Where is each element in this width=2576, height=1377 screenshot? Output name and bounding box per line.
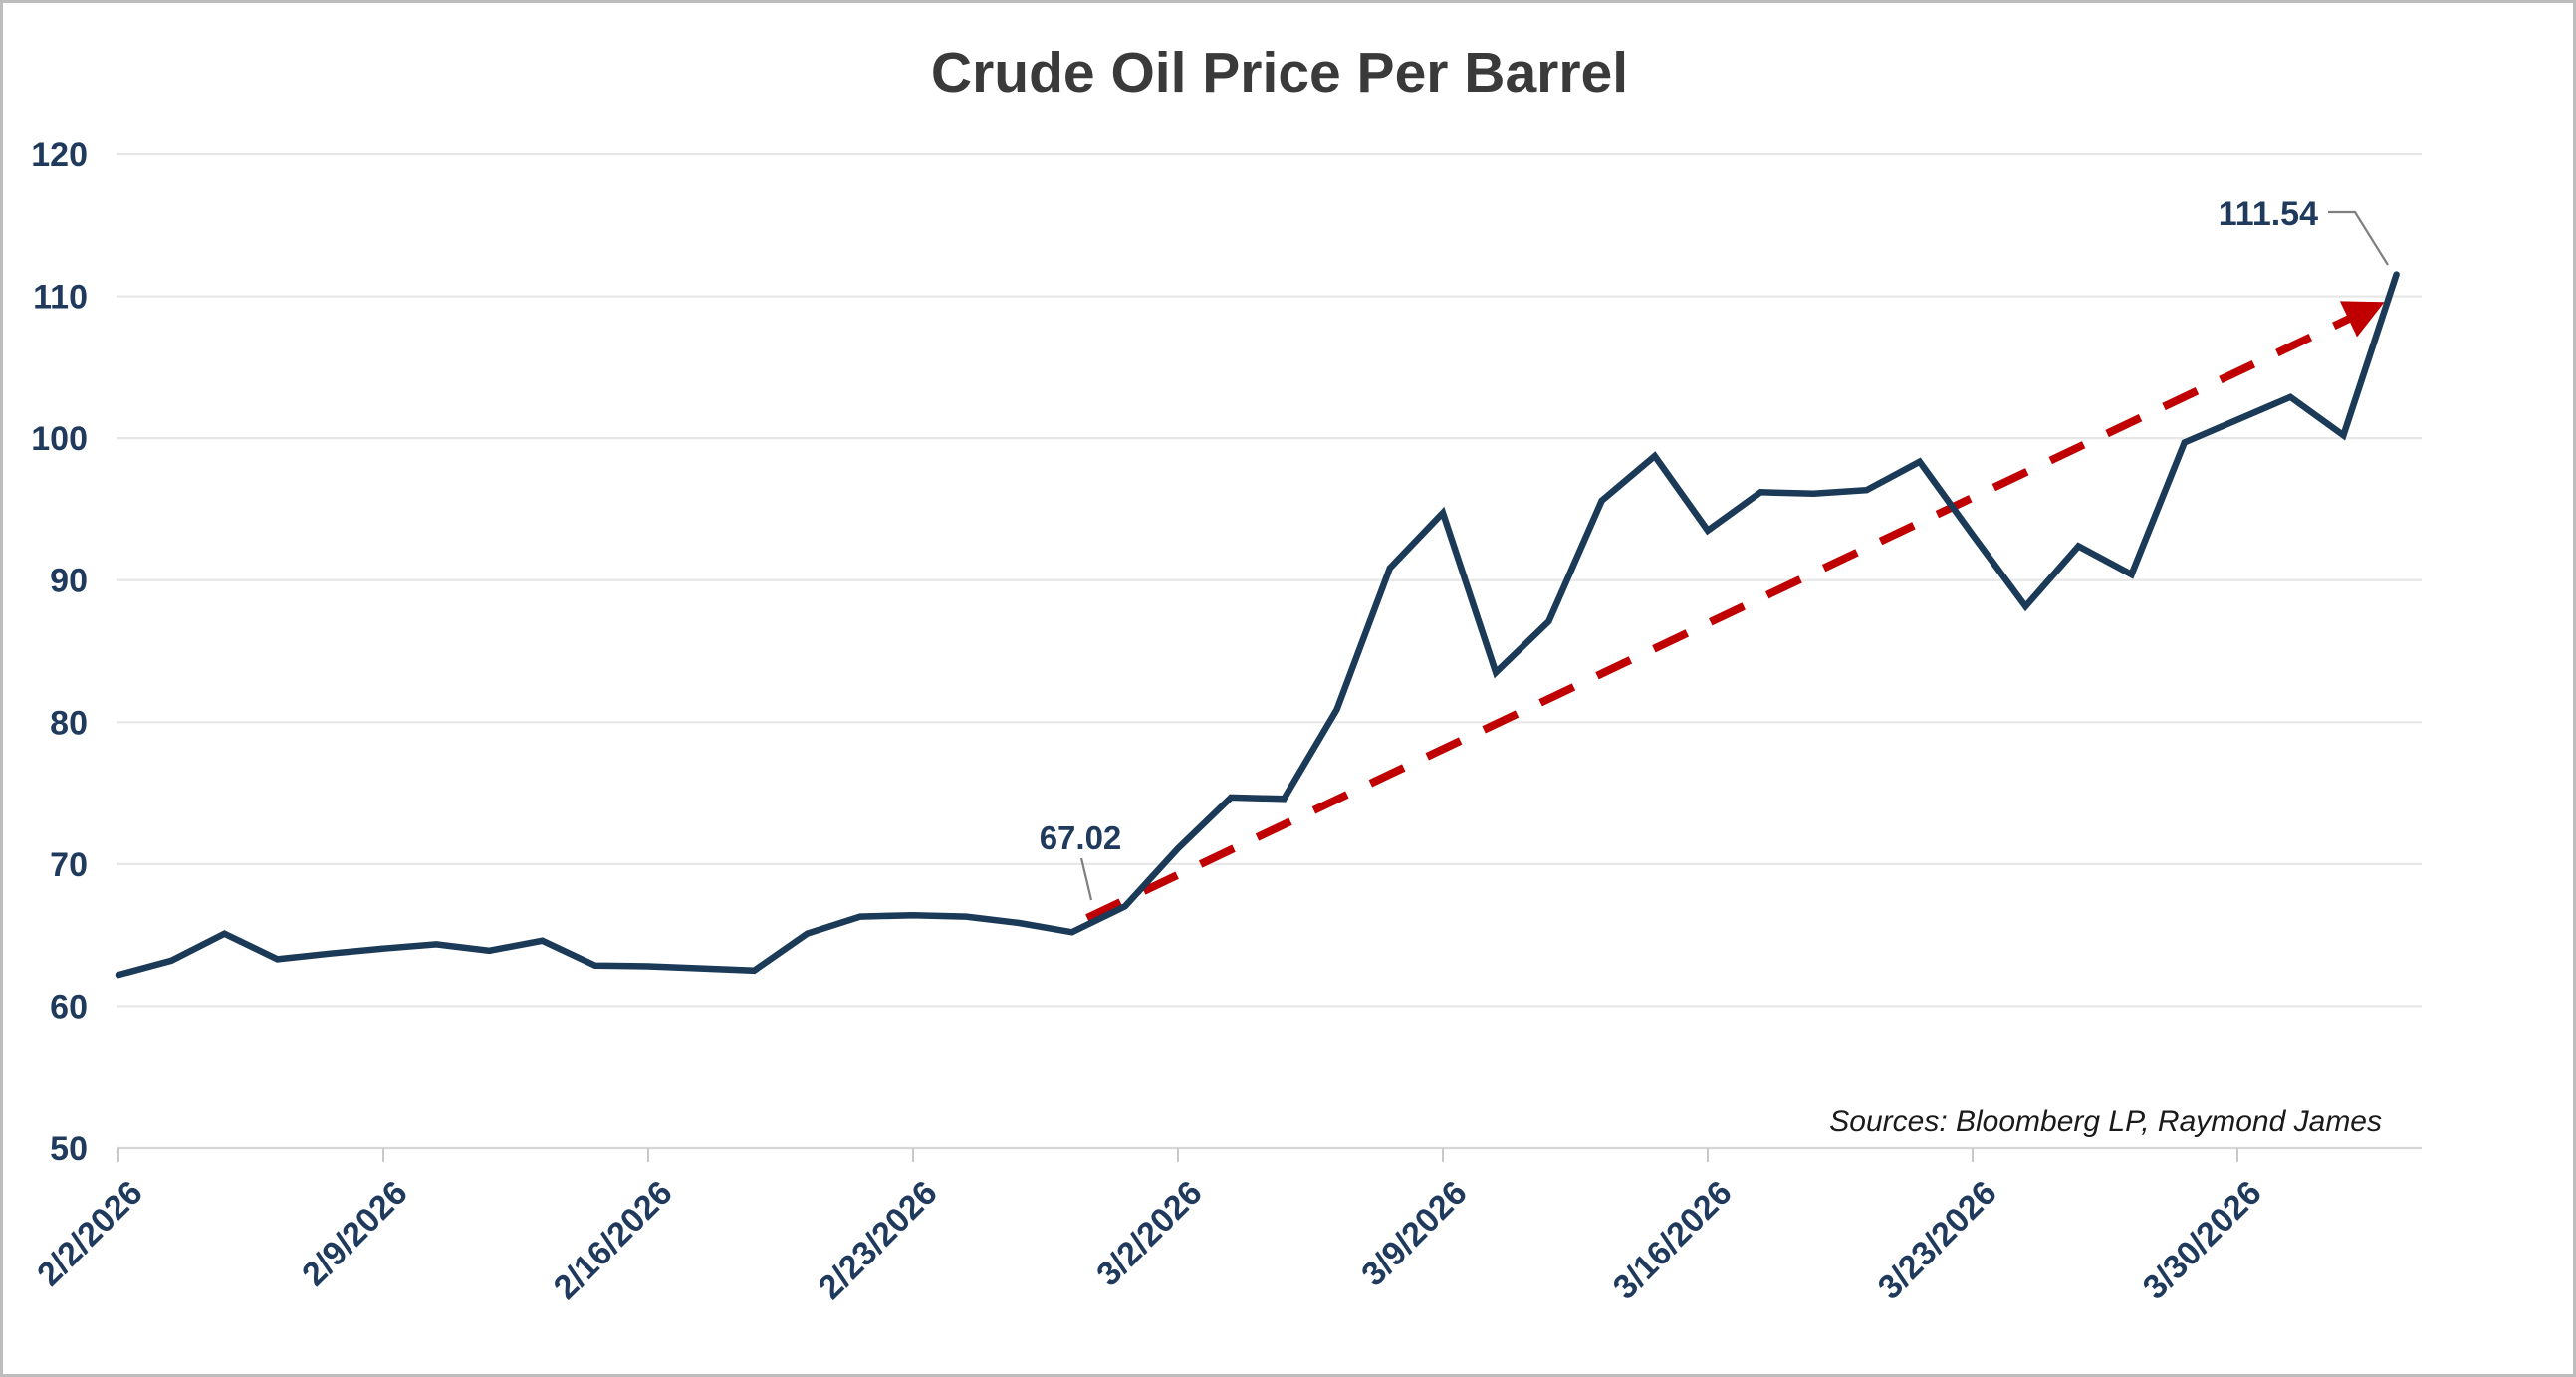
- x-axis-tick-label: 2/23/2026: [812, 1174, 945, 1307]
- x-axis-tick-label: 2/2/2026: [30, 1174, 149, 1293]
- source-note: Sources: Bloomberg LP, Raymond James: [1829, 1105, 2382, 1138]
- x-axis-tick-label: 3/9/2026: [1354, 1174, 1474, 1293]
- series-group: [115, 271, 2400, 979]
- trend-arrow-line: [1085, 298, 2387, 922]
- y-axis-tick-label: 110: [33, 279, 88, 317]
- y-axis-tick-label: 90: [50, 563, 88, 600]
- y-axis-tick-label: 70: [50, 846, 88, 884]
- x-axis-tick-label: 3/2/2026: [1089, 1174, 1209, 1293]
- gridlines-group: [117, 152, 2422, 1150]
- y-axis-tick-label: 120: [31, 136, 88, 174]
- x-axis-tick-label: 3/16/2026: [1606, 1174, 1740, 1307]
- page-title: Crude Oil Price Per Barrel: [931, 41, 1628, 105]
- x-axis-tick-label: 3/23/2026: [1871, 1174, 2004, 1307]
- axis-group: [117, 1148, 2238, 1162]
- y-axis-tick-label: 100: [31, 420, 88, 458]
- x-axis-tick-label: 3/30/2026: [2136, 1174, 2269, 1307]
- annotation-start-label: 67.02: [1040, 819, 1122, 856]
- y-axis-tick-label: 60: [50, 988, 88, 1026]
- annotation-end-callout: [2328, 210, 2389, 266]
- price-line: [115, 271, 2400, 979]
- annotation-end-label: 111.54: [2219, 195, 2318, 233]
- annotations-group: [1079, 210, 2389, 901]
- x-axis-tick-label: 2/16/2026: [547, 1174, 680, 1307]
- x-axis-tick-label: 2/9/2026: [295, 1174, 414, 1293]
- crude-oil-line-chart: 50 60 70 80 90 100 110 120 2/2/2026 2/9/2026 2/16/…: [30, 41, 2422, 1307]
- y-axis-tick-label: 80: [50, 704, 88, 742]
- y-axis-tick-label: 50: [50, 1130, 88, 1168]
- annotation-start-callout: [1079, 857, 1093, 901]
- text-group: 50 60 70 80 90 100 110 120 2/2/2026 2/9/2026 2/16/…: [30, 41, 2382, 1307]
